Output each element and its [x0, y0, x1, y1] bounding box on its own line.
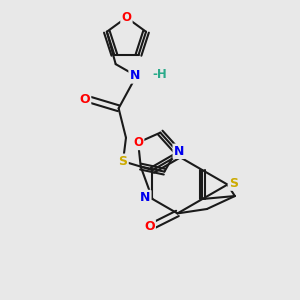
Text: S: S — [229, 177, 238, 190]
Text: O: O — [133, 136, 143, 149]
Text: S: S — [118, 155, 127, 168]
Text: N: N — [130, 69, 140, 82]
Text: O: O — [144, 220, 155, 233]
Text: N: N — [174, 145, 184, 158]
Text: -H: -H — [152, 68, 167, 81]
Text: O: O — [122, 11, 131, 24]
Text: O: O — [80, 93, 90, 106]
Text: N: N — [140, 191, 150, 204]
